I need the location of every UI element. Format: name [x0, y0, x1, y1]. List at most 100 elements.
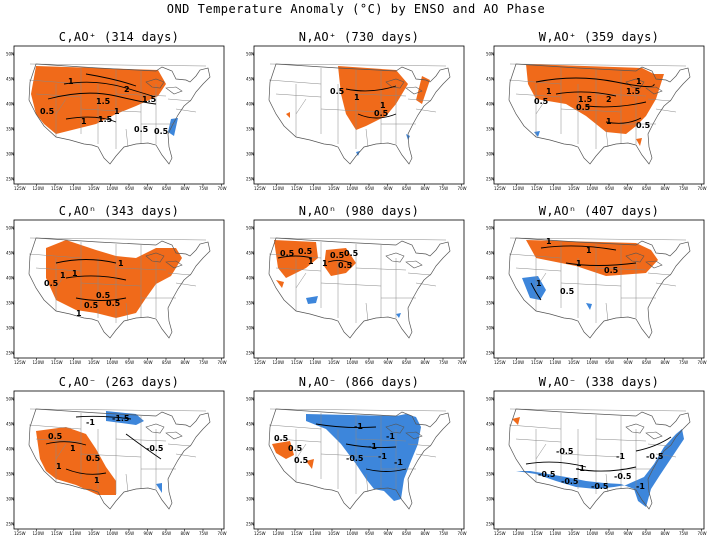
state-boundary [268, 424, 322, 430]
contour-label: 0.5 [274, 434, 289, 443]
lon-tick-label: 105W [88, 186, 100, 190]
lon-tick-label: 90W [384, 531, 393, 535]
state-boundary [595, 93, 647, 97]
lon-tick-label: 125W [494, 186, 506, 190]
lon-tick-label: 85W [162, 360, 171, 364]
lon-tick-label: 95W [605, 186, 614, 190]
lon-tick-label: 70W [218, 186, 227, 190]
great-lakes [385, 423, 423, 440]
lon-tick-label: 75W [199, 531, 208, 535]
great-lakes [145, 252, 183, 269]
state-boundary [647, 272, 672, 276]
anomaly-contour [365, 468, 407, 472]
us-coastline [268, 237, 451, 339]
lon-tick-label: 85W [162, 186, 171, 190]
state-boundary [80, 282, 142, 287]
great-lakes [385, 78, 423, 95]
contour-label: 1 [72, 269, 78, 278]
lon-tick-label: 80W [421, 360, 430, 364]
anomaly-contour [277, 255, 313, 259]
lat-tick-label: 35N [486, 301, 494, 306]
warm-anomaly-region [272, 441, 294, 459]
state-boundary [175, 108, 197, 113]
panel-c-ao-positive: C,AO⁺ (314 days) 50N 45N 40N 35N 30N 25N 125W 1… [6, 30, 232, 190]
state-boundary [55, 443, 67, 460]
contour-label: 0.5 [604, 266, 619, 275]
state-boundary [125, 128, 129, 148]
state-boundary [320, 108, 382, 113]
panel-n-ao-neutral: N,AOⁿ (980 days) 50N 45N 40N 35N 30N 25N 125W 1… [246, 204, 472, 364]
warm-anomaly-region [276, 280, 284, 288]
lon-tick-label: 90W [144, 360, 153, 364]
contour-label: 2 [124, 85, 130, 94]
lat-tick-label: 25N [6, 177, 14, 182]
state-boundary [595, 438, 647, 442]
lon-tick-label: 115W [51, 360, 63, 364]
lat-tick-label: 40N [486, 102, 494, 107]
cold-anomaly-region [156, 483, 162, 493]
contour-label: 1 [118, 259, 124, 268]
lat-tick-label: 50N [6, 226, 14, 231]
lon-tick-label: 95W [605, 531, 614, 535]
lat-tick-label: 35N [486, 127, 494, 132]
state-boundary [605, 473, 609, 493]
contour-label: 1 [322, 259, 328, 268]
anomaly-contour [75, 297, 127, 301]
contour-label: 0.5 [344, 249, 359, 258]
contour-label: 0.5 [294, 456, 309, 465]
us-coastline [508, 408, 691, 510]
lon-tick-label: 95W [125, 360, 134, 364]
panel-w-ao-positive: W,AO⁺ (359 days) 50N 45N 40N 35N 30N 25N 125W 1… [486, 30, 712, 190]
state-boundary [415, 453, 437, 458]
contour-label: 1 [546, 87, 552, 96]
lat-tick-label: 40N [246, 102, 254, 107]
panel-title: C,AO⁻ (263 days) [58, 375, 180, 389]
state-boundary [275, 267, 322, 272]
lon-tick-label: 110W [310, 531, 322, 535]
contour-label: 1 [308, 257, 314, 266]
lon-tick-label: 85W [642, 531, 651, 535]
lat-tick-label: 50N [6, 397, 14, 402]
lat-tick-label: 40N [486, 447, 494, 452]
lon-tick-label: 90W [144, 186, 153, 190]
lon-tick-label: 95W [365, 186, 374, 190]
lon-tick-label: 125W [254, 186, 266, 190]
anomaly-contour [125, 433, 162, 460]
canada-border [509, 408, 687, 412]
cold-anomaly-region [396, 313, 401, 318]
contour-label: 1.5 [142, 95, 157, 104]
anomaly-contour [555, 91, 617, 97]
anomaly-contour [75, 415, 132, 420]
lon-tick-label: 80W [661, 186, 670, 190]
anomaly-contour [635, 436, 672, 452]
lon-tick-label: 90W [624, 186, 633, 190]
lat-tick-label: 50N [6, 52, 14, 57]
contour-label: -0.5 [646, 452, 664, 461]
great-lakes [145, 78, 183, 95]
contour-label: 1 [76, 309, 82, 318]
cold-anomaly-region [306, 296, 318, 304]
anomaly-contour [585, 101, 647, 108]
state-boundary [407, 443, 432, 447]
panel-n-ao-negative: N,AO⁻ (866 days) 50N 45N 40N 35N 30N 25N 125W 1… [246, 375, 472, 535]
panel-title: C,AO⁺ (314 days) [58, 30, 180, 44]
contour-label: 1 [576, 259, 582, 268]
panel-title: C,AOⁿ (343 days) [58, 204, 180, 218]
lon-tick-label: 80W [661, 531, 670, 535]
state-boundary [28, 253, 82, 259]
lon-tick-label: 120W [273, 531, 285, 535]
state-boundary [295, 443, 307, 460]
state-boundary [35, 267, 82, 272]
anomaly-contour [65, 468, 107, 475]
contour-label: 1 [586, 246, 592, 255]
anomaly-contour [45, 441, 87, 446]
us-coastline [268, 63, 451, 165]
state-boundary [365, 302, 369, 322]
lon-tick-label: 120W [513, 531, 525, 535]
state-boundary [508, 79, 562, 85]
lon-tick-label: 80W [181, 186, 190, 190]
lat-tick-label: 25N [246, 351, 254, 356]
contour-label: -1 [394, 458, 403, 467]
lon-tick-label: 125W [14, 360, 26, 364]
